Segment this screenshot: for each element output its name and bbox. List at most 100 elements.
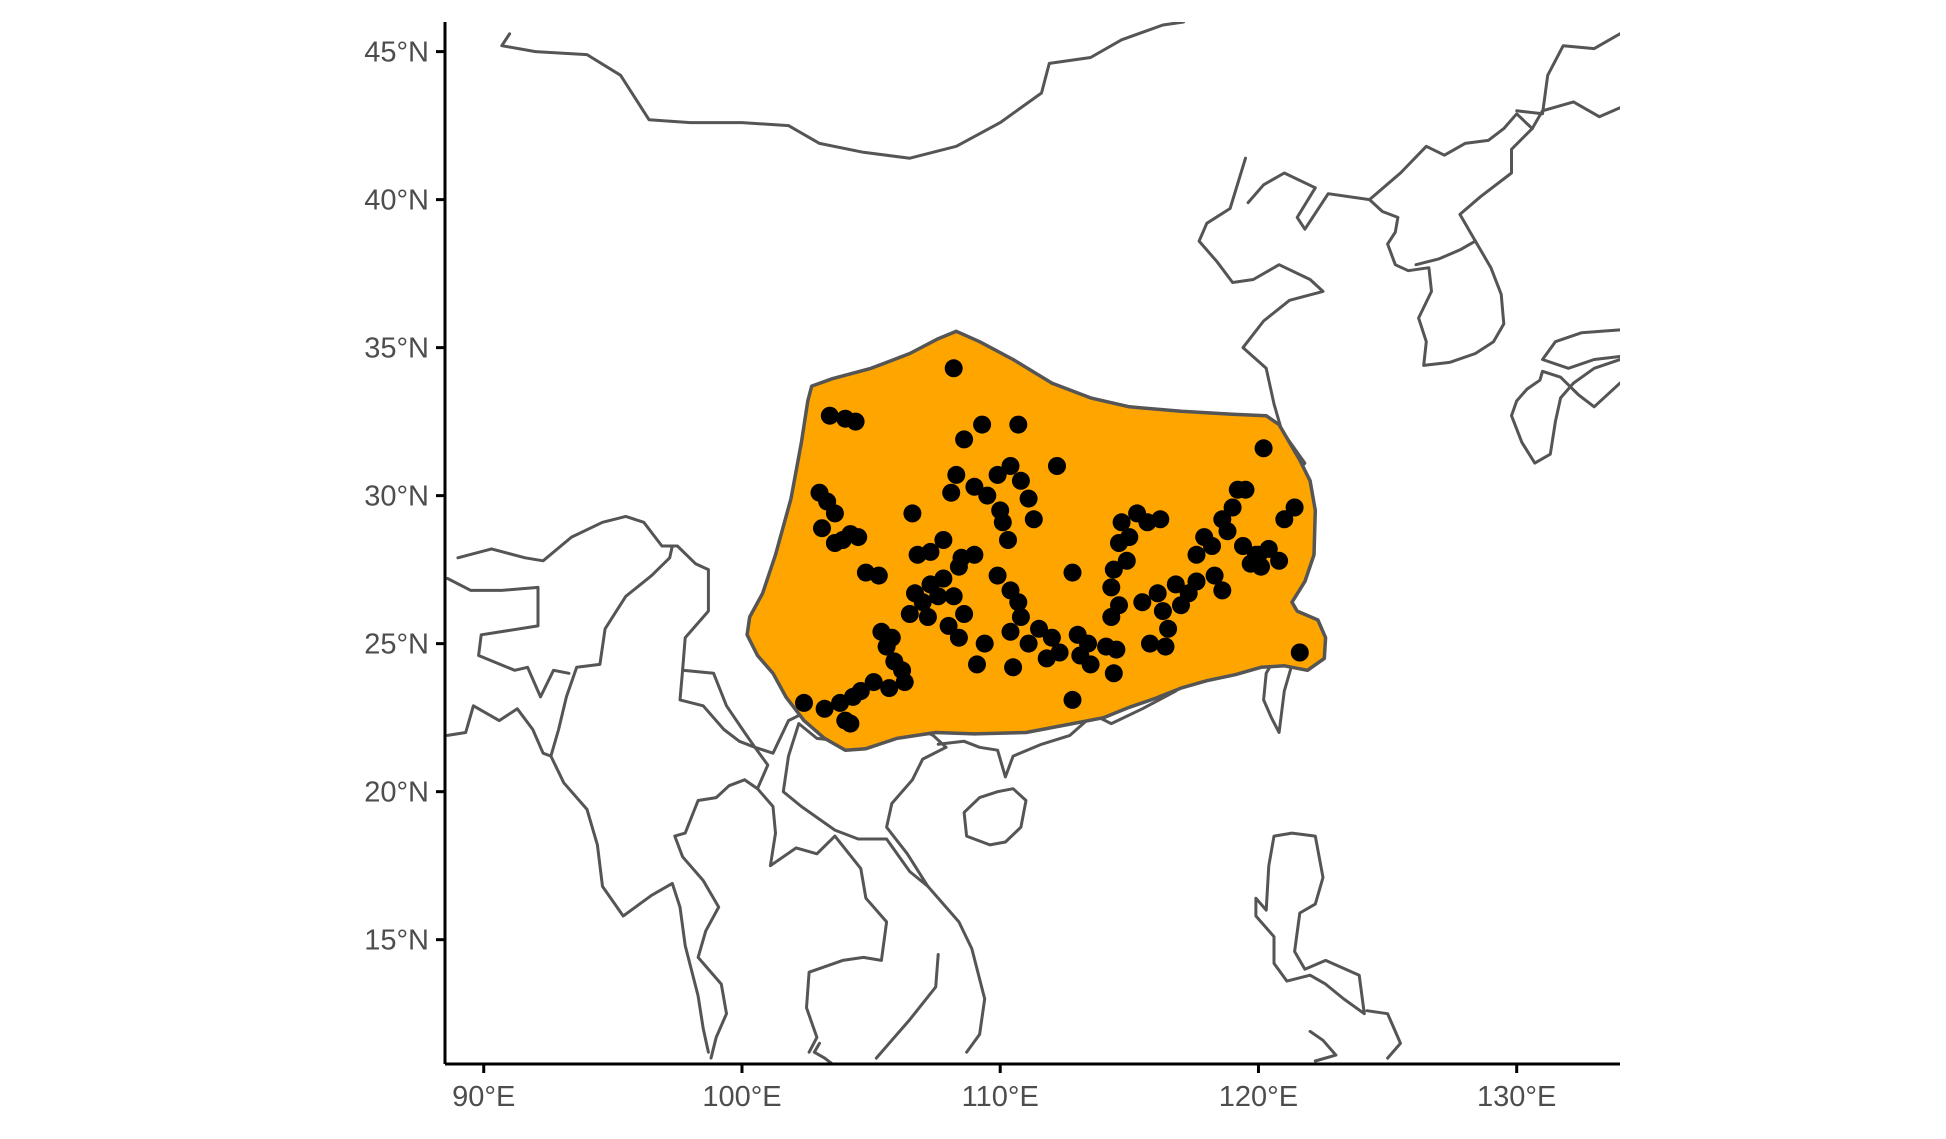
occurrence-point <box>1009 415 1028 434</box>
map-panel <box>446 22 1620 1064</box>
occurrence-point <box>1218 522 1237 541</box>
country-border-line <box>500 22 1186 160</box>
occurrence-point <box>1107 640 1126 659</box>
occurrence-point <box>1063 563 1082 582</box>
occurrence-point <box>1011 608 1030 626</box>
occurrence-point <box>900 605 919 623</box>
occurrence-point <box>1120 528 1139 547</box>
occurrence-point <box>872 622 891 641</box>
occurrence-point <box>849 528 868 547</box>
occurrence-point <box>947 465 966 484</box>
occurrence-point <box>1223 498 1242 517</box>
occurrence-point <box>1009 593 1028 612</box>
occurrence-point <box>1270 551 1289 570</box>
occurrence-point <box>993 513 1012 532</box>
occurrence-point <box>1187 545 1206 564</box>
occurrence-point <box>949 557 968 576</box>
country-border-line <box>1530 100 1620 131</box>
y-tick-label: 25°N <box>364 629 429 661</box>
occurrence-point <box>1166 575 1185 594</box>
occurrence-point <box>1004 658 1023 677</box>
occurrence-point <box>1254 439 1273 458</box>
occurrence-point <box>1148 584 1167 603</box>
occurrence-point <box>978 486 997 505</box>
occurrence-point <box>955 605 974 623</box>
occurrence-point <box>1151 510 1170 529</box>
occurrence-point <box>968 655 986 674</box>
occurrence-point <box>949 628 968 647</box>
country-border-line <box>1414 239 1477 267</box>
x-tick-label: 130°E <box>1477 1081 1556 1113</box>
occurrence-point <box>846 412 865 431</box>
occurrence-point <box>929 587 948 606</box>
occurrence-point <box>934 531 953 549</box>
occurrence-point <box>921 542 940 561</box>
x-axis-ticks: 90°E 100°E 110°E 120°E 130°E <box>452 1064 1556 1113</box>
occurrence-point <box>1241 554 1260 573</box>
y-tick-label: 45°N <box>364 37 429 69</box>
occurrence-point <box>1050 643 1069 662</box>
occurrence-point <box>1234 537 1252 555</box>
occurrence-point <box>913 593 932 612</box>
occurrence-point <box>1019 634 1038 653</box>
country-border-line <box>1254 831 1366 1016</box>
occurrence-point <box>1024 510 1043 529</box>
occurrence-point <box>903 504 922 523</box>
country-border-line <box>549 754 710 1054</box>
country-border-line <box>1515 32 1620 116</box>
occurrence-point <box>813 519 831 538</box>
country-border-line <box>446 577 571 699</box>
country-border-line <box>962 787 1028 847</box>
x-tick-label: 100°E <box>702 1081 781 1113</box>
occurrence-point <box>1011 471 1030 490</box>
country-border-line <box>1365 1009 1402 1060</box>
occurrence-point <box>1081 655 1100 674</box>
occurrence-point <box>825 504 844 523</box>
occurrence-point <box>988 465 1007 484</box>
occurrence-point <box>1172 596 1190 615</box>
occurrence-point <box>1236 480 1255 499</box>
country-border-line <box>673 668 770 1060</box>
occurrence-point <box>1030 619 1048 638</box>
occurrence-point <box>841 714 860 733</box>
y-tick-label: 40°N <box>364 185 429 217</box>
occurrence-point <box>939 616 958 635</box>
occurrence-point <box>1019 489 1038 508</box>
occurrence-point <box>1141 634 1159 653</box>
country-border-line <box>1368 127 1534 367</box>
y-tick-label: 15°N <box>364 925 429 957</box>
occurrence-point <box>965 477 984 496</box>
occurrence-point <box>1063 690 1082 709</box>
occurrence-point <box>1187 572 1206 591</box>
occurrence-point <box>999 531 1017 549</box>
occurrence-point <box>1001 622 1020 641</box>
country-border-line <box>1246 112 1534 231</box>
occurrence-point <box>877 637 896 656</box>
x-tick-label: 90°E <box>452 1081 515 1113</box>
occurrence-point <box>1275 510 1294 529</box>
occurrence-point <box>1117 551 1136 570</box>
occurrence-point <box>1112 513 1131 532</box>
occurrence-point <box>1159 619 1178 638</box>
occurrence-point <box>942 483 961 502</box>
occurrence-point <box>944 359 963 378</box>
occurrence-point <box>1195 528 1214 547</box>
occurrence-points <box>795 359 1309 733</box>
y-tick-label: 30°N <box>364 481 429 513</box>
occurrence-point <box>880 679 899 698</box>
country-border-line <box>812 1041 886 1064</box>
country-border-line <box>1510 358 1620 465</box>
y-tick-label: 35°N <box>364 333 429 365</box>
occurrence-point <box>820 406 839 425</box>
occurrence-point <box>1110 596 1128 615</box>
occurrence-point <box>975 634 994 653</box>
y-tick-label: 20°N <box>364 777 429 809</box>
y-axis-ticks: 15°N 20°N 25°N 30°N 35°N 40°N 45°N <box>364 37 445 957</box>
occurrence-point <box>864 673 883 692</box>
country-border-line <box>781 713 930 888</box>
country-border-line <box>874 953 940 1060</box>
occurrence-point <box>1102 578 1121 597</box>
occurrence-point <box>955 430 974 449</box>
occurrence-point <box>831 693 850 712</box>
